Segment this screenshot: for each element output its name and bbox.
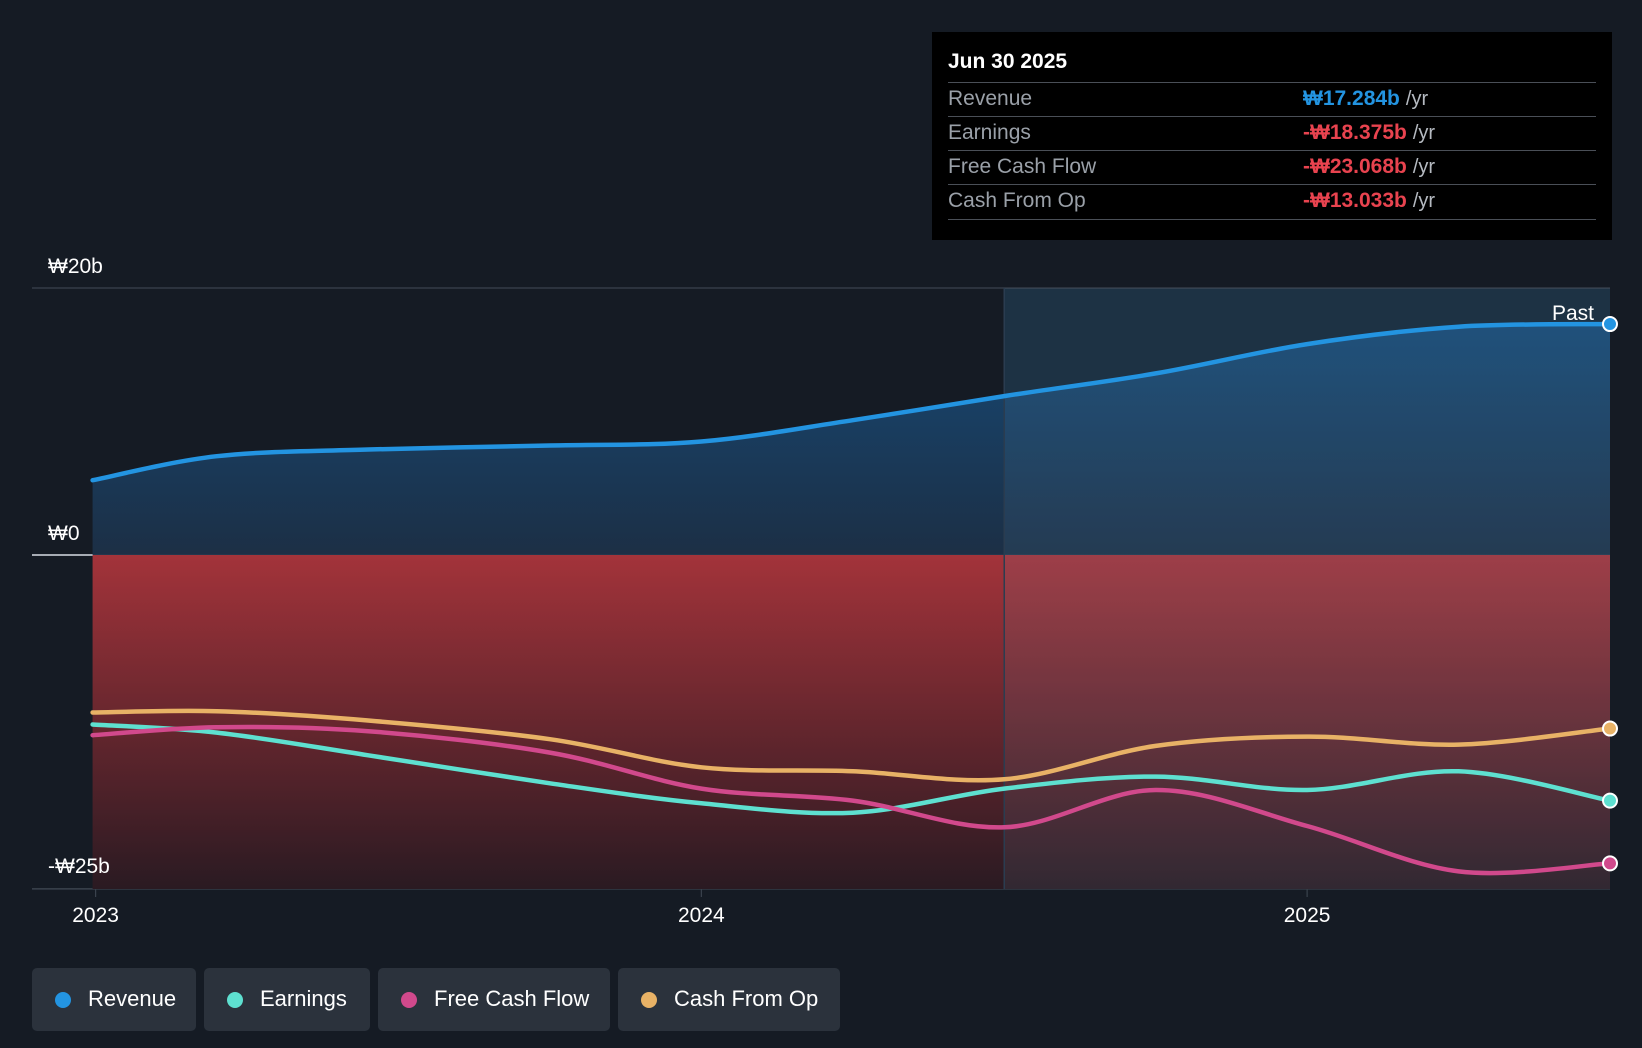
end-marker-revenue — [1602, 316, 1618, 333]
legend-item-revenue[interactable]: Revenue — [32, 968, 196, 1031]
tooltip-row-revenue: Revenue ₩17.284b/yr — [948, 82, 1596, 117]
past-region-overlay — [1004, 288, 1610, 889]
tooltip-value: -₩23.068b/yr — [1303, 155, 1436, 178]
tooltip-label: Earnings — [948, 121, 1031, 144]
series-line-earnings — [90, 722, 1610, 816]
cash-from-op-dot-icon — [641, 992, 657, 1008]
past-label: Past — [1552, 302, 1594, 325]
x-tick-label: 2023 — [72, 904, 119, 927]
tooltip-value: -₩13.033b/yr — [1303, 189, 1436, 212]
earnings-dot-icon — [227, 992, 243, 1008]
tooltip-label: Free Cash Flow — [948, 155, 1097, 178]
series-line-free-cash-flow — [90, 724, 1610, 876]
negative-area — [92, 555, 1610, 889]
tooltip-row-cash-from-op: Cash From Op -₩13.033b/yr — [948, 184, 1596, 220]
legend-label: Earnings — [260, 986, 347, 1011]
legend-label: Cash From Op — [674, 986, 819, 1011]
revenue-dot-icon — [55, 992, 71, 1008]
free-cash-flow-dot-icon — [401, 992, 417, 1008]
tooltip-label: Cash From Op — [948, 189, 1086, 212]
y-tick-label: -₩25b — [48, 855, 110, 878]
tooltip-label: Revenue — [948, 87, 1033, 110]
series-line-revenue — [90, 321, 1610, 483]
tooltip-date: Jun 30 2025 — [948, 50, 1068, 73]
y-tick-label: ₩0 — [48, 522, 80, 545]
legend-item-cash-from-op[interactable]: Cash From Op — [618, 968, 840, 1031]
end-marker-free-cash-flow — [1602, 855, 1618, 872]
series-line-cash-from-op — [90, 708, 1610, 783]
legend-label: Revenue — [88, 986, 177, 1011]
end-marker-earnings — [1602, 792, 1618, 809]
legend-label: Free Cash Flow — [434, 986, 590, 1011]
tooltip-row-earnings: Earnings -₩18.375b/yr — [948, 116, 1596, 151]
end-markers — [1602, 316, 1618, 872]
tooltip-value: ₩17.284b/yr — [1303, 87, 1429, 110]
x-tick-label: 2025 — [1284, 904, 1331, 927]
series-lines — [90, 321, 1610, 876]
x-tick-label: 2024 — [678, 904, 725, 927]
y-tick-label: ₩20b — [48, 255, 103, 278]
tooltip-value: -₩18.375b/yr — [1303, 121, 1436, 144]
revenue-area — [92, 324, 1610, 555]
axis-labels: ₩20b ₩0 -₩25b 2023 2024 2025 — [48, 255, 1330, 927]
tooltip-row-free-cash-flow: Free Cash Flow -₩23.068b/yr — [948, 150, 1596, 185]
legend-item-free-cash-flow[interactable]: Free Cash Flow — [378, 968, 610, 1031]
area-fills — [92, 324, 1610, 889]
legend-item-earnings[interactable]: Earnings — [204, 968, 370, 1031]
end-marker-cash-from-op — [1602, 720, 1618, 737]
tooltip: Jun 30 2025 Revenue ₩17.284b/yr Earnings… — [932, 32, 1612, 240]
